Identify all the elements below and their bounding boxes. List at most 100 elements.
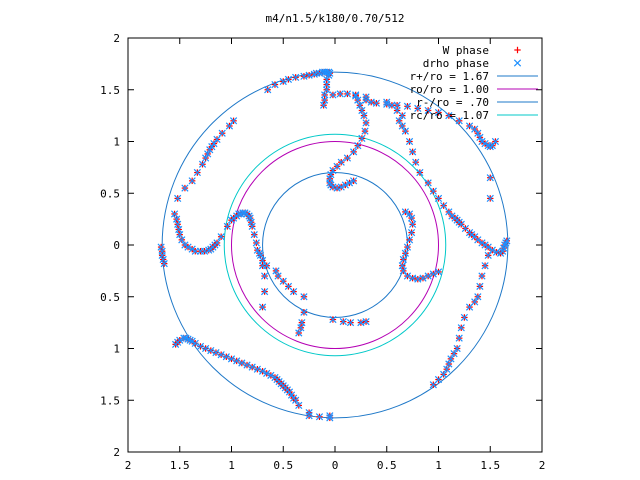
drho-phase-point xyxy=(253,365,261,373)
drho-phase-point xyxy=(356,101,364,109)
drho-phase-point xyxy=(204,150,212,158)
drho-phase-point xyxy=(393,101,401,109)
drho-phase-point xyxy=(481,262,489,270)
drho-phase-point xyxy=(345,179,354,187)
drho-phase-point xyxy=(434,268,443,276)
x-tick-label: 1 xyxy=(435,459,442,472)
drho-phase-point xyxy=(252,239,260,247)
drho-phase-point xyxy=(484,251,492,259)
x-tick-label: 0.5 xyxy=(273,459,293,472)
drho-phase-point xyxy=(191,247,199,255)
drho-phase-point xyxy=(326,414,334,422)
drho-phase-point xyxy=(191,339,199,347)
drho-phase-point xyxy=(383,98,391,106)
drho-phase-point xyxy=(260,287,269,296)
y-tick-label: 0.5 xyxy=(100,187,120,200)
drho-phase-point xyxy=(358,134,366,143)
drho-phase-point xyxy=(476,133,484,141)
drho-phase-point xyxy=(243,361,251,369)
drho-phase-point xyxy=(401,208,410,216)
drho-phase-point xyxy=(484,243,492,251)
drho-phase-point xyxy=(395,117,403,125)
drho-phase-point xyxy=(181,184,189,192)
x-tick-label: 2 xyxy=(539,459,546,472)
drho-phase-point xyxy=(247,218,255,226)
drho-phase-point xyxy=(223,222,231,230)
drho-phase-point xyxy=(401,249,410,257)
drho-phase-point xyxy=(443,365,451,373)
drho-phase-point xyxy=(407,214,416,222)
drho-phase-point xyxy=(256,251,265,259)
drho-phase-point xyxy=(399,255,407,264)
axis-ticks: 2 1.5 1 0.5 0 0.5 1 1.5 221.510.500.511.52 xyxy=(100,32,545,472)
drho-phase-point xyxy=(323,86,331,94)
drho-phase-point xyxy=(416,168,424,177)
circle-series xyxy=(231,141,439,349)
drho-phase-point xyxy=(429,381,437,389)
legend-marker xyxy=(514,46,521,54)
drho-phase-point xyxy=(253,246,261,254)
chart-title: m4/n1.5/k180/0.70/512 xyxy=(265,12,404,25)
drho-phase-point xyxy=(329,183,337,191)
drho-phase-point xyxy=(476,282,484,291)
y-tick-label: 0 xyxy=(113,239,120,252)
drho-phase-point xyxy=(321,91,329,99)
drho-phase-point xyxy=(271,373,279,382)
drho-phase-point xyxy=(486,194,494,203)
drho-phase-point xyxy=(193,168,201,177)
drho-phase-point xyxy=(362,119,370,127)
drho-phase-point xyxy=(361,127,369,135)
drho-phase-point xyxy=(295,329,303,337)
drho-phase-point xyxy=(407,228,416,237)
drho-phase-point xyxy=(405,137,414,146)
drho-phase-point xyxy=(267,371,275,380)
drho-phase-point xyxy=(350,148,358,156)
x-tick-label: 1 xyxy=(228,459,235,472)
drho-phase-point xyxy=(287,391,296,399)
drho-phase-point xyxy=(158,251,166,259)
drho-phase-point xyxy=(474,236,482,244)
drho-phase-point xyxy=(213,239,221,247)
drho-phase-point xyxy=(305,412,313,420)
drho-phase-point xyxy=(401,127,410,135)
drho-phase-point xyxy=(170,210,179,218)
drho-phase-point xyxy=(300,293,308,301)
drho-phase-point xyxy=(372,99,381,107)
drho-phase-point xyxy=(346,319,355,327)
drho-phase-point xyxy=(429,270,437,278)
drho-phase-point xyxy=(171,340,180,348)
drho-phase-point xyxy=(333,184,341,192)
drho-phase-point xyxy=(188,245,196,253)
drho-phase-point xyxy=(319,101,328,109)
drho-phase-point xyxy=(327,170,335,179)
drho-phase-point xyxy=(217,351,225,359)
drho-phase-point xyxy=(188,337,196,345)
drho-phase-point xyxy=(453,344,461,353)
drho-phase-point xyxy=(157,243,165,251)
drho-phase-point xyxy=(206,146,214,154)
y-tick-label: 2 xyxy=(113,446,120,459)
drho-phase-point xyxy=(434,108,443,117)
drho-phase-point xyxy=(312,69,320,77)
drho-phase-point xyxy=(360,112,368,120)
drho-phase-point xyxy=(491,137,500,146)
drho-phase-point xyxy=(448,212,456,220)
drho-phase-point xyxy=(412,158,420,166)
drho-phase-point xyxy=(409,148,417,156)
x-tick-label: 1.5 xyxy=(480,459,500,472)
drho-phase-point xyxy=(343,90,352,98)
drho-phase-point xyxy=(218,129,226,137)
drho-phase-point xyxy=(212,349,220,357)
drho-phase-point xyxy=(225,122,234,130)
drho-phase-point xyxy=(305,409,313,417)
drho-phase-point xyxy=(403,243,412,251)
drho-phase-point xyxy=(336,90,344,98)
drho-phase-point xyxy=(337,183,345,191)
legend-label: drho phase xyxy=(423,57,489,70)
drho-phase-point xyxy=(272,267,280,275)
drho-phase-point xyxy=(354,96,362,104)
drho-phase-point xyxy=(329,166,337,175)
drho-phase-point xyxy=(445,360,453,368)
drho-phase-point xyxy=(258,303,267,311)
